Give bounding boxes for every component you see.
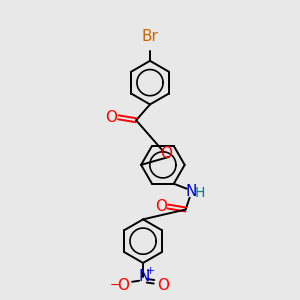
Text: O: O <box>157 278 169 293</box>
Text: Br: Br <box>142 29 158 44</box>
Text: N: N <box>186 184 197 199</box>
Text: O: O <box>105 110 117 125</box>
Text: O: O <box>155 199 167 214</box>
Text: +: + <box>145 266 155 276</box>
Text: O: O <box>160 146 172 161</box>
Text: O: O <box>117 278 129 293</box>
Text: N: N <box>138 269 150 284</box>
Text: H: H <box>194 186 205 200</box>
Text: −: − <box>110 279 121 292</box>
